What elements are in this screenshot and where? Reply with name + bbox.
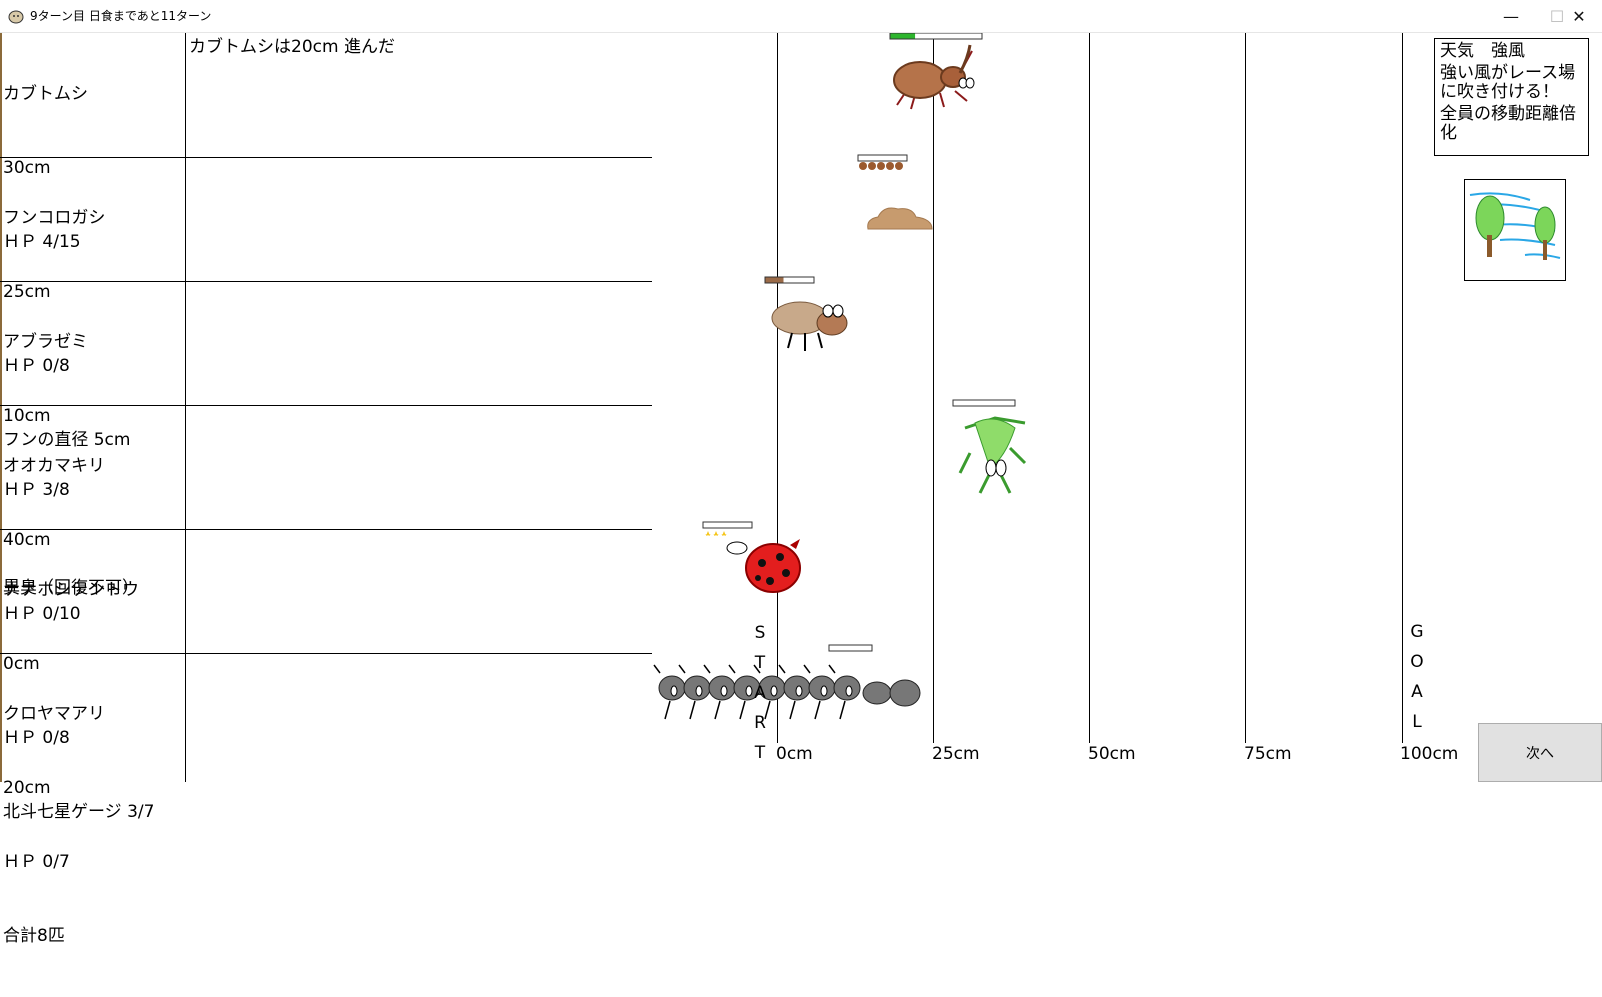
goal-letter: G: [1410, 622, 1424, 642]
row-ookamakiri: オオカマキリ 40cm ＨＰ 0/10: [3, 405, 105, 676]
weather-title: 天気 強風: [1440, 41, 1525, 61]
minimize-button[interactable]: —: [1488, 0, 1534, 33]
close-button[interactable]: ✕: [1556, 0, 1602, 33]
insect-name: ナナホシテントウ: [3, 580, 139, 601]
start-letter: S: [754, 623, 766, 643]
hp-bar-fill: [890, 33, 916, 39]
race-track: [653, 33, 1403, 743]
window-title: 9ターン目 日食まであと11ターン: [30, 9, 212, 23]
title-bar: 9ターン目 日食まであと11ターン — ☐ ✕: [0, 0, 1602, 33]
insect-hp: ＨＰ 4/15: [3, 231, 81, 252]
goal-letter: A: [1411, 682, 1423, 702]
row-divider: [0, 157, 652, 158]
minimize-icon: —: [1503, 7, 1519, 26]
row-divider: [0, 281, 652, 282]
weather-panel: 天気 強風 強い風がレース場に吹き付ける！ 全員の移動距離倍化: [1434, 38, 1589, 156]
funkorogashi-sprite: [857, 154, 933, 230]
insect-name: フンコロガシ: [3, 208, 106, 229]
insect-hp: ＨＰ 0/8: [3, 727, 70, 748]
insect-hp: ＨＰ 0/7: [3, 851, 70, 872]
insect-position: 30cm: [3, 157, 51, 178]
row-funkorogashi: フンコロガシ 25cm ＨＰ 0/8 フンの直径 5cm: [3, 157, 130, 501]
goal-letter: O: [1410, 652, 1424, 672]
goal-letter: L: [1412, 712, 1422, 732]
left-edge-border: [0, 33, 2, 782]
axis-tick-label: 50cm: [1088, 744, 1136, 764]
aburazemi-sprite: [764, 276, 848, 351]
axis-tick-label: 100cm: [1400, 744, 1459, 764]
insect-position: 10cm: [3, 405, 51, 426]
hp-bar-fill: [765, 277, 784, 283]
insect-status: 合計8匹: [3, 925, 65, 946]
kabutomushi-sprite: [889, 33, 983, 110]
strong-wind-icon: [1464, 179, 1566, 281]
start-letter: A: [754, 683, 766, 703]
ookamakiri-sprite: [952, 399, 1027, 494]
axis-tick-label: 0cm: [776, 744, 813, 764]
start-letter: T: [754, 743, 766, 763]
axis-tick-label: 75cm: [1244, 744, 1292, 764]
insect-name: カブトムシ: [3, 84, 88, 105]
insect-position: 40cm: [3, 529, 51, 550]
row-aburazemi: アブラゼミ 10cm ＨＰ 3/8 異臭（回復不可）: [3, 281, 139, 649]
nanahoshitentou-sprite: [702, 521, 801, 593]
insect-position: 0cm: [3, 653, 40, 674]
insect-status: フンの直径 5cm: [3, 429, 131, 450]
app-icon: [8, 10, 24, 24]
insect-status: 異臭（回復不可）: [3, 577, 139, 598]
insect-position: 25cm: [3, 281, 51, 302]
insect-name: オオカマキリ: [3, 456, 105, 477]
start-letter: T: [754, 653, 766, 673]
insect-hp: ＨＰ 0/10: [3, 603, 81, 624]
insect-name: アブラゼミ: [3, 332, 88, 353]
battle-log: カブトムシは20cm 進んだ: [189, 37, 395, 57]
kuroyamaari-sprite: [653, 644, 921, 720]
close-icon: ✕: [1572, 7, 1586, 26]
insect-hp: ＨＰ 3/8: [3, 479, 70, 500]
axis-tick-label: 25cm: [932, 744, 980, 764]
insect-hp: ＨＰ 0/8: [3, 355, 70, 376]
weather-description: 強い風がレース場に吹き付ける！: [1440, 63, 1576, 102]
row-divider: [0, 405, 652, 406]
start-letter: R: [754, 713, 766, 733]
weather-effect: 全員の移動距離倍化: [1440, 104, 1576, 143]
row-kabutomushi: カブトムシ 30cm ＨＰ 4/15: [3, 33, 88, 304]
game-area: カブトムシ 30cm ＨＰ 4/15 フンコロガシ 25cm ＨＰ 0/8 フン…: [0, 33, 1602, 946]
row-divider: [0, 529, 652, 530]
maximize-icon: ☐: [1549, 7, 1565, 26]
column-divider: [185, 33, 186, 782]
insect-name: クロヤマアリ: [3, 704, 105, 725]
next-button[interactable]: 次へ: [1478, 723, 1602, 782]
row-divider: [0, 653, 652, 654]
maximize-button[interactable]: ☐: [1534, 0, 1580, 33]
